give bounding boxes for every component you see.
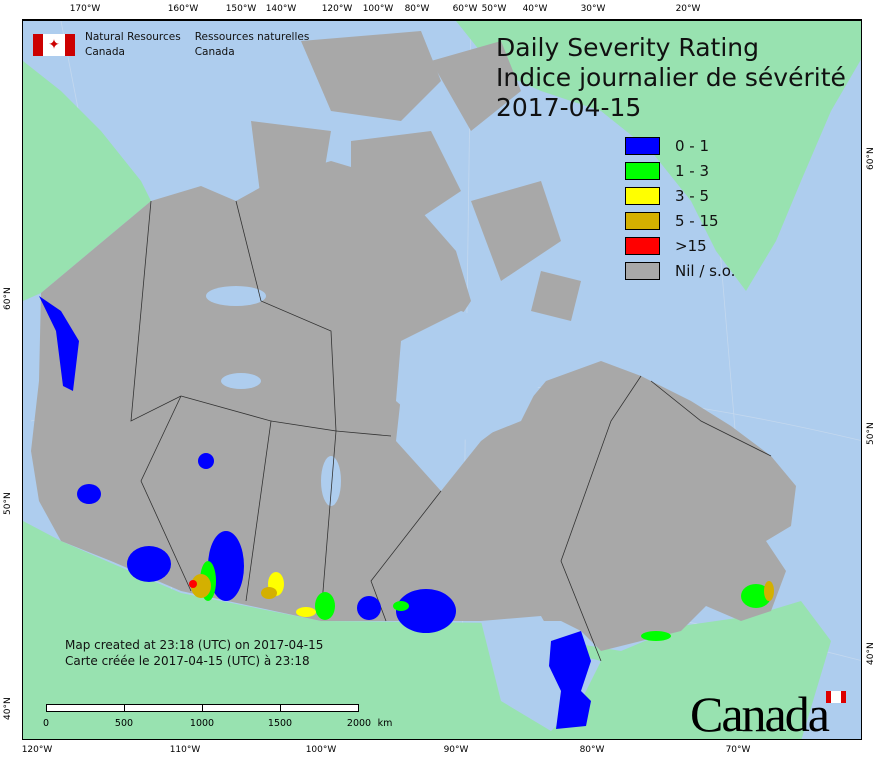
bottom-tick-label: 70°W <box>725 745 751 755</box>
nrcan-signature: ✦ Natural Resources Canada Ressources na… <box>33 30 309 60</box>
legend-label: 3 - 5 <box>675 186 710 205</box>
scale-label: 1500 <box>267 718 293 729</box>
legend-item: 3 - 5 <box>625 183 735 208</box>
patch-0-1 <box>127 546 171 582</box>
patch-0-1 <box>198 453 214 469</box>
title-fr: Indice journalier de sévérité <box>496 63 846 92</box>
patch-0-1 <box>208 531 244 601</box>
map-frame <box>22 20 862 740</box>
scale-segment <box>46 704 125 712</box>
patch-3-5 <box>296 607 316 617</box>
legend-label: 0 - 1 <box>675 136 710 155</box>
top-tick-label: 30°W <box>580 4 606 14</box>
alaska-land <box>23 61 151 301</box>
canada-wordmark: Canada <box>690 686 830 742</box>
patch-1-3 <box>741 584 771 608</box>
patch-1-3 <box>393 601 409 611</box>
scale-label: 0 <box>42 718 50 729</box>
scale-label: 500 <box>114 718 134 729</box>
patch-5-15 <box>764 581 774 601</box>
legend-swatch <box>625 161 660 180</box>
bottom-tick-label: 90°W <box>443 745 469 755</box>
top-tick-label: 150°W <box>225 4 257 14</box>
wordmark-flag-icon <box>826 691 846 703</box>
top-tick-label: 140°W <box>265 4 297 14</box>
org-fr-line2: Canada <box>194 46 235 58</box>
title-en: Daily Severity Rating <box>496 33 760 62</box>
greenland-land <box>456 21 861 291</box>
legend-label: >15 <box>675 236 707 255</box>
top-tick-label: 100°W <box>362 4 394 14</box>
legend-swatch <box>625 236 660 255</box>
patch-0-1 <box>549 631 591 729</box>
top-tick-label: 80°W <box>404 4 430 14</box>
patch-0-1 <box>357 596 381 620</box>
top-tick-label: 60°W <box>452 4 478 14</box>
patch-5-15 <box>191 574 211 598</box>
right-tick-label: 60°N <box>866 147 876 170</box>
patch-gt-15 <box>189 580 197 588</box>
scale-label: 1000 <box>189 718 215 729</box>
top-tick-label: 20°W <box>675 4 701 14</box>
top-tick-label: 50°W <box>481 4 507 14</box>
bottom-tick-label: 100°W <box>305 745 337 755</box>
legend: 0 - 1 1 - 3 3 - 5 5 - 15 >15 Nil / s.o. <box>625 133 735 283</box>
patch-5-15 <box>261 587 277 599</box>
patch-0-1 <box>396 589 456 633</box>
legend-swatch <box>625 211 660 230</box>
org-name-en: Natural Resources Canada <box>85 30 181 60</box>
left-tick-label: 40°N <box>3 697 13 720</box>
bottom-tick-label: 110°W <box>169 745 201 755</box>
credit-en: Map created at 23:18 (UTC) on 2017-04-15 <box>65 638 324 652</box>
left-tick-label: 60°N <box>3 287 13 310</box>
title-date: 2017-04-15 <box>496 93 642 122</box>
legend-item: 5 - 15 <box>625 208 735 233</box>
scale-unit: km <box>377 718 393 729</box>
scale-segment <box>124 704 203 712</box>
map-title: Daily Severity Rating Indice journalier … <box>496 33 846 123</box>
top-tick-label: 120°W <box>321 4 353 14</box>
hudson-bay <box>396 311 541 441</box>
left-tick-label: 50°N <box>3 492 13 515</box>
org-en-line2: Canada <box>85 46 125 58</box>
legend-label: Nil / s.o. <box>675 261 736 280</box>
legend-item: >15 <box>625 233 735 258</box>
legend-label: 5 - 15 <box>675 211 719 230</box>
patch-0-1 <box>39 296 79 391</box>
right-tick-label: 40°N <box>866 642 876 665</box>
top-axis-line <box>22 19 862 20</box>
patch-1-3 <box>641 631 671 641</box>
top-tick-label: 40°W <box>522 4 548 14</box>
legend-label: 1 - 3 <box>675 161 710 180</box>
bottom-tick-label: 120°W <box>21 745 53 755</box>
canada-land <box>31 161 796 651</box>
patch-1-3 <box>315 592 335 620</box>
scale-label: 2000 <box>346 718 372 729</box>
right-tick-label: 50°N <box>866 422 876 445</box>
org-en-line1: Natural Resources <box>85 31 181 43</box>
scale-segment <box>280 704 359 712</box>
legend-item: Nil / s.o. <box>625 258 735 283</box>
legend-swatch <box>625 186 660 205</box>
top-tick-label: 170°W <box>69 4 101 14</box>
org-name-fr: Ressources naturelles Canada <box>195 30 310 60</box>
province-borders <box>130 200 772 662</box>
legend-swatch <box>625 261 660 280</box>
credit-fr: Carte créée le 2017-04-15 (UTC) à 23:18 <box>65 654 310 668</box>
legend-swatch <box>625 136 660 155</box>
canada-flag-icon: ✦ <box>33 34 75 56</box>
map-credit: Map created at 23:18 (UTC) on 2017-04-15… <box>65 637 323 669</box>
org-fr-line1: Ressources naturelles <box>194 31 310 43</box>
bottom-tick-label: 80°W <box>579 745 605 755</box>
legend-item: 0 - 1 <box>625 133 735 158</box>
severity-patches <box>39 296 774 729</box>
map-canvas <box>23 21 861 739</box>
top-tick-label: 160°W <box>167 4 199 14</box>
patch-0-1 <box>77 484 101 504</box>
legend-item: 1 - 3 <box>625 158 735 183</box>
arctic-islands <box>251 31 581 321</box>
scale-segment <box>202 704 281 712</box>
